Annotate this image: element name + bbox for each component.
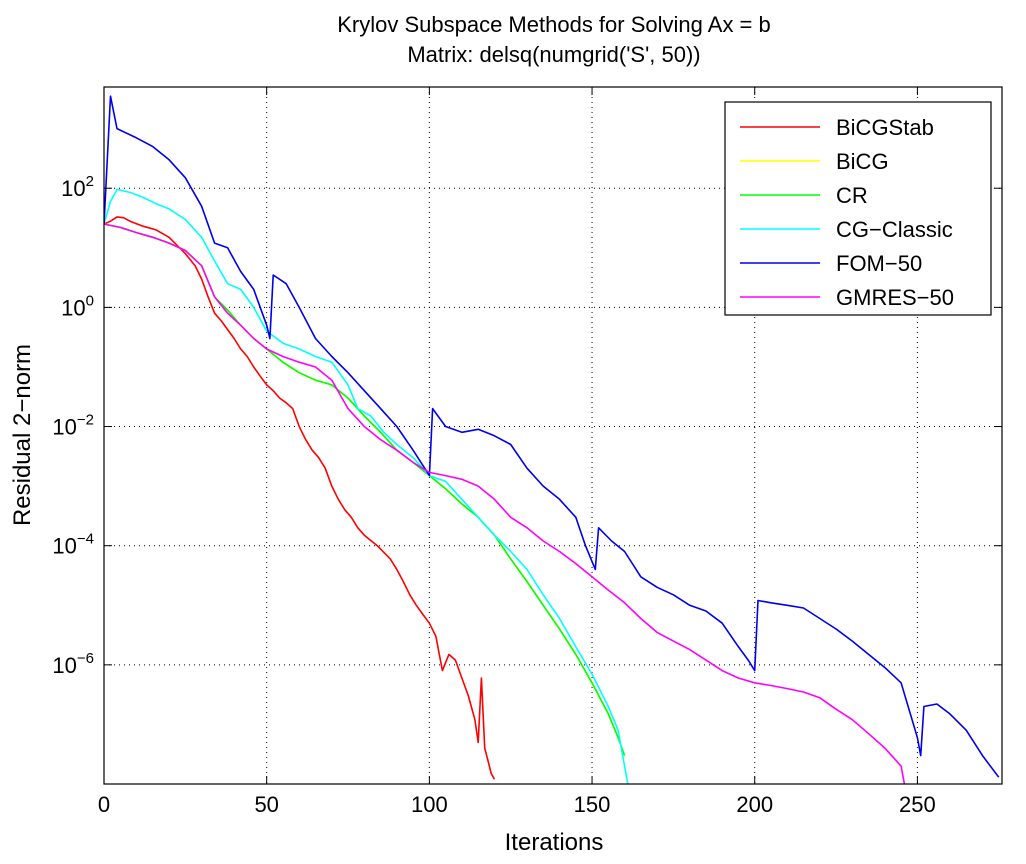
x-tick-label: 0 (98, 792, 110, 817)
y-tick-base: 10 (52, 534, 76, 559)
y-axis-label: Residual 2−norm (9, 344, 36, 526)
y-tick-label: 10−6 (52, 650, 94, 678)
legend-label-cg-classic: CG−Classic (836, 217, 953, 242)
series-line-bicg (104, 223, 626, 756)
x-tick-label: 250 (899, 792, 936, 817)
legend-label-fom-50: FOM−50 (836, 251, 922, 276)
plot-frame (103, 86, 1003, 785)
y-tick-label: 102 (61, 173, 94, 201)
series-line-fom-50 (104, 95, 1000, 778)
x-tick-label: 100 (411, 792, 448, 817)
chart-title: Krylov Subspace Methods for Solving Ax =… (337, 12, 771, 37)
y-tick-exponent: 0 (86, 292, 94, 309)
chart-subtitle: Matrix: delsq(numgrid('S', 50)) (407, 42, 700, 67)
legend-label-gmres-50: GMRES−50 (836, 285, 954, 310)
y-tick-label: 100 (61, 292, 94, 320)
legend-label-bicg: BiCG (836, 149, 889, 174)
y-tick-base: 10 (61, 295, 85, 320)
y-tick-base: 10 (52, 415, 76, 440)
y-tick-base: 10 (52, 653, 76, 678)
x-tick-label: 200 (736, 792, 773, 817)
y-tick-label: 10−2 (52, 412, 94, 440)
x-tick-label: 50 (254, 792, 278, 817)
y-tick-exponent: −4 (77, 531, 94, 548)
series-line-cr (104, 223, 626, 756)
x-axis-label: Iterations (505, 829, 604, 856)
series-line-cg-classic (104, 188, 629, 784)
x-ticks: 0 50 100 150 200 250 (98, 87, 936, 817)
series-line-bicgstab (104, 216, 496, 780)
legend: BiCGStab BiCG CR CG−Classic FOM−50 GMRES−50 (724, 101, 992, 316)
y-tick-label: 10−4 (52, 531, 94, 559)
legend-label-bicgstab: BiCGStab (836, 115, 934, 140)
legend-label-cr: CR (836, 183, 868, 208)
series-line-gmres-50 (104, 223, 906, 784)
legend-box (724, 101, 992, 316)
y-tick-exponent: 2 (86, 173, 94, 190)
plot-area-clip-group (104, 95, 1000, 784)
y-tick-exponent: −2 (77, 412, 94, 429)
y-tick-exponent: −6 (77, 650, 94, 667)
x-tick-label: 150 (574, 792, 611, 817)
y-tick-base: 10 (61, 176, 85, 201)
